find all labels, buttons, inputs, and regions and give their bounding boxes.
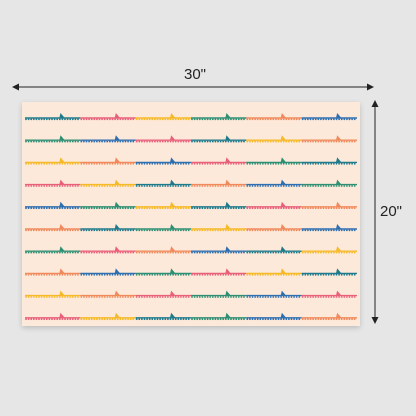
fin-icon (335, 179, 342, 185)
fin-icon (225, 246, 231, 252)
fin-icon (169, 312, 176, 318)
fin-icon (225, 113, 231, 118)
pattern-row (25, 179, 357, 187)
fin-icon (114, 157, 121, 163)
fin-icon (114, 290, 121, 296)
fin-icon (59, 268, 65, 274)
fin-icon (280, 312, 287, 318)
fin-icon (59, 246, 65, 252)
height-dimension-arrow (371, 100, 379, 324)
poster-print (22, 102, 360, 326)
fin-icon (59, 179, 65, 185)
fin-icon (59, 201, 65, 207)
fin-icon (225, 290, 231, 296)
poster-background (22, 102, 360, 326)
fin-icon (169, 201, 176, 207)
fin-icon (280, 246, 287, 252)
fin-icon (114, 113, 121, 118)
fin-icon (280, 135, 287, 141)
pattern-row (25, 201, 357, 210)
fin-icon (114, 201, 121, 207)
fin-icon (280, 268, 287, 274)
fin-icon (225, 179, 231, 185)
fin-icon (225, 201, 231, 207)
fin-icon (225, 268, 231, 274)
fin-icon (335, 113, 342, 118)
pattern-row (25, 157, 357, 165)
fin-icon (114, 179, 121, 185)
fin-icon (169, 246, 176, 252)
fin-icon (225, 157, 231, 163)
fin-icon (59, 157, 65, 163)
fin-icon (280, 201, 287, 207)
fin-icon (280, 179, 287, 185)
height-dimension-label: 20" (380, 203, 403, 220)
fin-icon (114, 312, 121, 318)
fin-icon (59, 135, 65, 141)
fin-icon (169, 224, 176, 229)
fin-icon (335, 201, 342, 207)
pattern-row (25, 224, 357, 232)
poster-artwork (22, 102, 360, 326)
fin-icon (225, 312, 231, 318)
fin-icon (280, 157, 287, 163)
fin-icon (169, 268, 176, 274)
fin-icon (335, 224, 342, 229)
fin-icon (169, 290, 176, 296)
fin-icon (59, 312, 65, 318)
pattern-row (25, 113, 357, 121)
fin-icon (335, 290, 342, 296)
fin-icon (59, 290, 65, 296)
fin-icon (169, 157, 176, 163)
fin-icon (225, 224, 231, 229)
fin-icon (114, 268, 121, 274)
fin-icon (280, 224, 287, 229)
pattern-row (25, 135, 357, 143)
pattern-row (25, 290, 357, 298)
fin-icon (280, 113, 287, 118)
width-dimension-arrow (12, 83, 374, 91)
fin-icon (114, 135, 121, 141)
fin-icon (59, 224, 65, 229)
fin-icon (59, 113, 65, 118)
pattern-row (25, 268, 357, 276)
fin-icon (335, 157, 342, 163)
fin-icon (114, 224, 121, 229)
fin-icon (169, 113, 176, 118)
fin-icon (335, 135, 342, 141)
fin-icon (225, 135, 231, 141)
width-dimension-label: 30" (183, 66, 206, 83)
pattern-row (25, 246, 357, 254)
fin-icon (169, 135, 176, 141)
fin-icon (335, 312, 342, 318)
fin-icon (335, 246, 342, 252)
pattern-row (25, 312, 357, 321)
fin-icon (280, 290, 287, 296)
fin-icon (335, 268, 342, 274)
fin-icon (114, 246, 121, 252)
fin-icon (169, 179, 176, 185)
